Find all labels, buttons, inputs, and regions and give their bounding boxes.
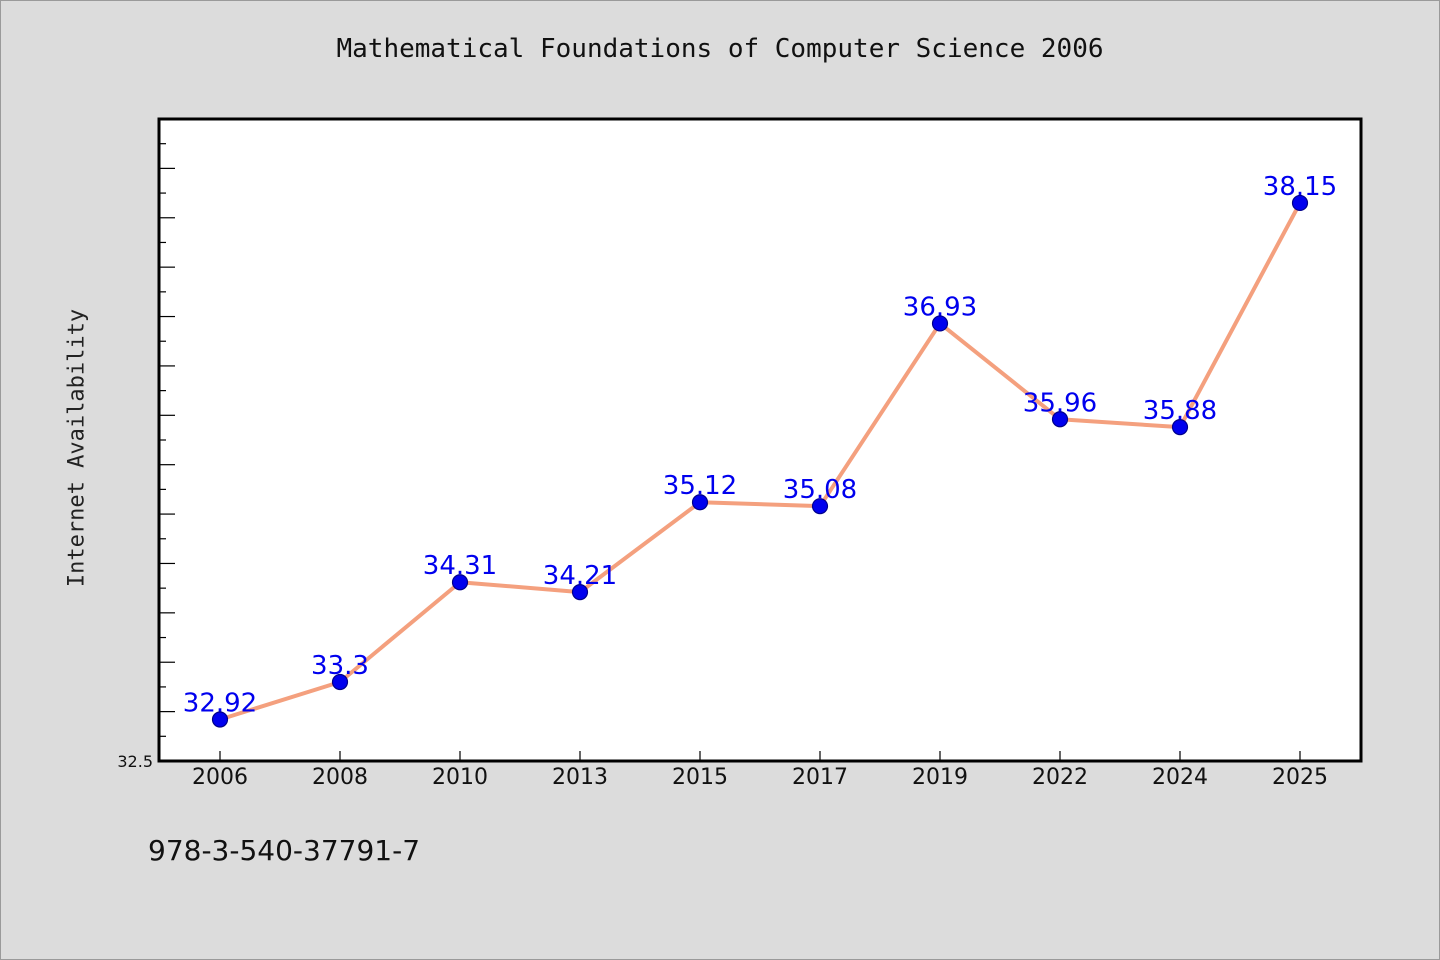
data-label: 32.92: [183, 689, 257, 719]
x-tick-label: 2010: [432, 765, 488, 790]
data-point-marker: [571, 584, 589, 601]
x-tick-label: 2015: [672, 765, 728, 790]
x-tick-label: 2013: [552, 765, 608, 790]
chart-title: Mathematical Foundations of Computer Sci…: [336, 34, 1104, 64]
data-point-marker: [1171, 419, 1189, 436]
x-tick-label: 2022: [1032, 765, 1088, 790]
x-tick-label: 2025: [1272, 765, 1328, 790]
x-tick-label: 2017: [792, 765, 848, 790]
data-label: 36.93: [903, 292, 977, 322]
data-point-marker: [451, 574, 469, 591]
data-label: 35.08: [783, 475, 857, 505]
data-label: 34.21: [543, 561, 617, 591]
y-axis-ticks: 32.5: [117, 118, 175, 771]
data-point-marker: [931, 315, 949, 332]
data-label: 35.12: [663, 471, 737, 501]
series-line: [219, 202, 1302, 722]
isbn-footnote: 978-3-540-37791-7: [148, 834, 421, 867]
x-tick-label: 2008: [312, 765, 368, 790]
data-point-marker: [811, 498, 829, 515]
x-axis-ticks: 2006 2008 2010 2013 2015 2017 2019 2022 2024 2025: [192, 751, 1328, 790]
x-tick-label: 2024: [1152, 765, 1208, 790]
series-line-group: [219, 202, 1302, 722]
x-tick-label: 2006: [192, 765, 248, 790]
markers-group: [211, 194, 1309, 728]
data-labels-group: 32.92 33.3 34.31 34.21 35.12 35.08 36.93 35.96 3…: [183, 172, 1337, 719]
x-tick-label: 2019: [912, 765, 968, 790]
data-point-marker: [331, 673, 349, 691]
data-label: 33.3: [311, 651, 369, 681]
y-tick-label: 32.5: [117, 752, 153, 771]
data-label: 35.88: [1143, 396, 1217, 426]
data-label: 38.15: [1263, 172, 1337, 202]
data-label: 34.31: [423, 551, 497, 581]
data-label: 35.96: [1023, 388, 1097, 418]
data-point-marker: [1051, 411, 1069, 428]
data-point-marker: [211, 711, 229, 728]
data-point-marker: [691, 494, 709, 511]
plot-area: [157, 117, 1363, 763]
data-point-marker: [1291, 194, 1309, 212]
